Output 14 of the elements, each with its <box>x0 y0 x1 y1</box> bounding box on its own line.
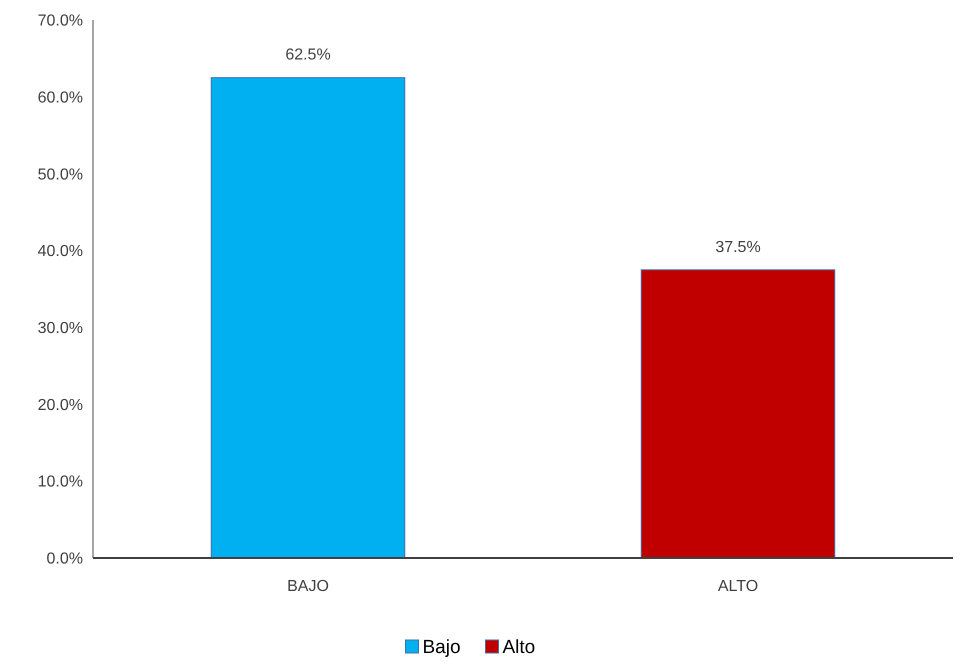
x-tick-label: ALTO <box>718 578 758 595</box>
y-tick-label: 20.0% <box>38 396 83 414</box>
data-label: 62.5% <box>285 46 331 64</box>
legend-label: Bajo <box>422 637 461 658</box>
y-tick-label: 30.0% <box>38 320 83 338</box>
data-label: 37.5% <box>715 238 761 256</box>
x-tick-label: BAJO <box>287 578 329 595</box>
y-tick-label: 70.0% <box>38 12 83 30</box>
y-tick-label: 50.0% <box>38 166 83 184</box>
y-tick-label: 0.0% <box>46 550 83 568</box>
y-tick-label: 10.0% <box>38 474 83 491</box>
y-tick-label: 40.0% <box>38 243 83 260</box>
legend-label: Alto <box>502 637 536 658</box>
y-tick-label: 60.0% <box>38 89 83 106</box>
